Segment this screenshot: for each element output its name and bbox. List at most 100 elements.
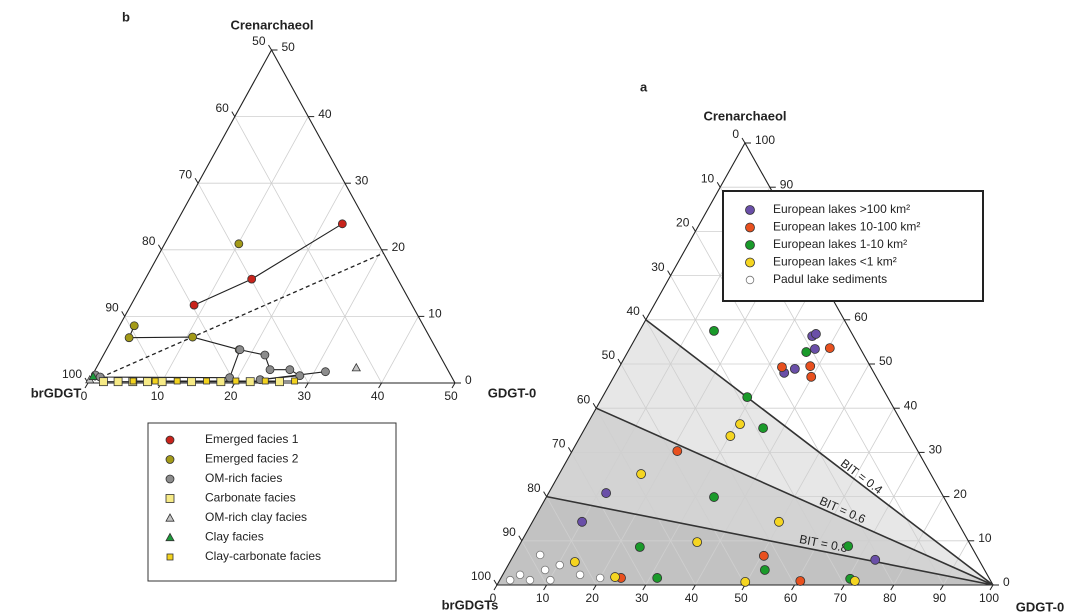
right-tick-label: 30 (355, 173, 369, 187)
x-tick-label: 30 (298, 389, 312, 403)
marker-circle (725, 431, 736, 441)
marker-circle (742, 392, 753, 403)
right-tick-label: 20 (392, 240, 406, 254)
grid-line (571, 452, 647, 586)
marker-circle (165, 455, 175, 464)
legend-label: European lakes 1-10 km² (773, 237, 907, 251)
marker-circle (225, 373, 235, 383)
right-tick-label: 90 (780, 177, 794, 191)
marker-triangle (88, 371, 98, 380)
marker-circle (692, 537, 703, 548)
x-tick-label: 20 (224, 389, 238, 403)
dashed-line (87, 252, 384, 384)
marker-circle (672, 446, 683, 456)
marker-circle (337, 219, 347, 229)
marker-circle (806, 371, 817, 382)
legend-label: Clay-carbonate facies (205, 549, 321, 563)
left-label: brGDGT (31, 385, 82, 400)
series-line (128, 325, 240, 351)
grid-line (645, 275, 820, 586)
marker-circle (758, 423, 769, 433)
x-tick-label: 70 (834, 591, 848, 605)
grid-line (943, 540, 969, 586)
tick-mark (194, 177, 199, 184)
tick-mark (642, 314, 647, 321)
tick-mark (691, 584, 696, 591)
marker-square (157, 377, 167, 387)
tick-mark (84, 382, 89, 389)
x-tick-label: 50 (444, 389, 458, 403)
marker-circle (774, 516, 784, 527)
right-tick-label: 10 (428, 307, 442, 321)
left-tick-label: 100 (471, 569, 491, 583)
right-tick-label: 40 (318, 107, 332, 121)
marker-triangle (165, 513, 175, 522)
marker-circle (758, 550, 769, 561)
tick-mark (304, 382, 309, 389)
marker-circle (805, 361, 816, 372)
marker-triangle (165, 532, 175, 542)
left-tick-label: 60 (215, 101, 229, 115)
marker-circle (124, 333, 134, 343)
right-tick-label: 20 (953, 487, 967, 501)
tick-mark (121, 311, 126, 317)
marker-circle (745, 257, 755, 268)
left-tick-label: 20 (676, 216, 690, 230)
marker-square (275, 377, 284, 387)
x-tick-label: 100 (979, 591, 999, 605)
left-tick-label: 30 (651, 260, 665, 274)
left-tick-label: 60 (577, 392, 591, 406)
x-tick-label: 90 (933, 591, 947, 605)
marker-circle (634, 542, 645, 552)
marker-circle (795, 576, 806, 586)
marker-circle (575, 570, 585, 580)
tick-mark (592, 584, 597, 591)
x-tick-label: 50 (734, 591, 748, 605)
grid-line (595, 408, 696, 586)
right-tick-label: 0 (1003, 575, 1010, 589)
marker-circle (247, 274, 257, 284)
marker-square (232, 377, 240, 385)
marker-square (245, 377, 255, 387)
marker-circle (165, 435, 175, 445)
x-tick-label: 40 (371, 389, 385, 403)
grid-line (234, 183, 346, 384)
right-tick-label: 40 (904, 398, 918, 412)
marker-circle (234, 239, 244, 249)
legend-label: Carbonate facies (205, 491, 296, 505)
marker-circle (636, 469, 646, 479)
x-tick-label: 40 (685, 591, 699, 605)
right-label: GDGT-0 (488, 385, 536, 400)
marker-circle (652, 573, 663, 583)
x-tick-label: 30 (635, 591, 649, 605)
legend-label: European lakes <1 km² (773, 255, 897, 269)
bit-line (546, 495, 994, 586)
grid-line (234, 116, 382, 384)
marker-circle (709, 492, 719, 502)
marker-circle (759, 565, 770, 575)
marker-circle (735, 419, 745, 430)
marker-circle (601, 488, 612, 498)
marker-circle (849, 576, 860, 586)
grid-line (620, 363, 746, 586)
left-tick-label: 80 (527, 481, 541, 495)
marker-circle (870, 554, 881, 565)
left-tick-label: 50 (602, 348, 616, 362)
right-tick-label: 30 (929, 443, 943, 457)
left-tick-label: 70 (552, 437, 566, 451)
marker-circle (745, 222, 755, 233)
marker-circle (745, 205, 755, 215)
marker-circle (165, 474, 175, 484)
marker-circle (610, 572, 620, 582)
grid-line (546, 496, 597, 586)
marker-square (291, 377, 299, 385)
x-tick-label: 20 (586, 591, 600, 605)
marker-circle (321, 367, 330, 377)
marker-circle (525, 575, 535, 585)
triangle-frame (87, 48, 456, 384)
tick-mark (716, 181, 721, 188)
tick-mark (741, 137, 746, 144)
marker-square (216, 377, 226, 387)
legend-box (147, 422, 397, 582)
